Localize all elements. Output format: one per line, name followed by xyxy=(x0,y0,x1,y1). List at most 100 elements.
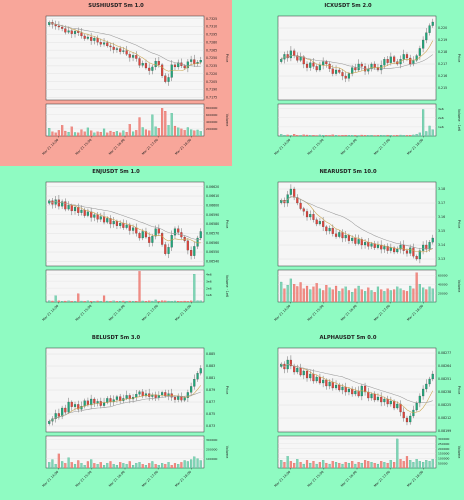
volume-bar xyxy=(70,126,73,137)
candle xyxy=(128,222,131,235)
volume-bar xyxy=(135,300,138,303)
volume-pane xyxy=(45,269,205,303)
volume-bar xyxy=(144,129,148,137)
volume-bar xyxy=(293,284,296,303)
volume-bar xyxy=(305,134,309,137)
volume-bar xyxy=(170,113,173,137)
candle-body-down xyxy=(293,365,296,373)
price-tick-label: 0.220 xyxy=(438,26,447,30)
volume-bar xyxy=(112,300,115,303)
candle xyxy=(115,394,119,403)
candle xyxy=(93,397,96,407)
candle xyxy=(389,52,392,66)
candle-body-down xyxy=(144,63,148,69)
candle-body-up xyxy=(289,50,292,59)
candle xyxy=(296,194,299,206)
candle-body-up xyxy=(115,48,119,50)
candle-body-down xyxy=(312,62,315,67)
candle xyxy=(289,355,292,370)
candle-body-up xyxy=(67,30,70,33)
volume-bar xyxy=(425,131,428,137)
candle-body-down xyxy=(293,50,296,56)
candle-body-down xyxy=(102,216,106,223)
candle-body-up xyxy=(93,214,96,218)
volume-bar xyxy=(112,464,115,469)
price-tick-label: 0.08238 xyxy=(438,390,451,394)
candle-body-down xyxy=(344,386,347,393)
volume-bar xyxy=(57,130,60,137)
volume-bar xyxy=(64,130,67,137)
volume-bar xyxy=(331,289,334,303)
volume-bar xyxy=(312,135,315,137)
candle-body-down xyxy=(373,393,376,401)
price-tick-label: 0.7250 xyxy=(206,56,217,60)
candle-body-down xyxy=(128,224,131,231)
candle xyxy=(61,199,64,209)
volume-bar xyxy=(351,292,354,303)
volume-bar xyxy=(289,278,292,303)
candle xyxy=(309,210,312,221)
candle xyxy=(431,370,434,382)
candle-body-up xyxy=(73,207,77,212)
x-tick-label: Mar 21 17:00 xyxy=(373,470,391,488)
volume-bar xyxy=(161,300,164,303)
candle-body-down xyxy=(193,59,196,64)
chart-title: SUSHIUSDT 5m 1.0 xyxy=(88,3,144,9)
volume-bar xyxy=(183,460,186,469)
volume-bar xyxy=(425,289,428,303)
candle-body-up xyxy=(376,244,380,248)
candle xyxy=(199,228,202,241)
candle-body-down xyxy=(157,61,160,65)
price-tick-label: 3.17 xyxy=(438,201,445,205)
volume-bar xyxy=(67,131,70,137)
candle-body-down xyxy=(64,407,67,413)
candle-body-up xyxy=(328,228,331,232)
price-axis-label: Price xyxy=(457,220,461,230)
price-tick-label: 0.875 xyxy=(206,412,215,416)
price-tick-label: 0.7190 xyxy=(206,88,217,92)
candle xyxy=(393,55,396,64)
volume-bar xyxy=(280,134,283,137)
candle-body-up xyxy=(131,55,135,58)
candle-body-down xyxy=(334,233,338,237)
volume-bar xyxy=(322,135,325,137)
volume-bar xyxy=(64,300,67,303)
candle-body-up xyxy=(61,407,64,417)
candle xyxy=(199,365,202,376)
candle xyxy=(128,52,131,62)
candle xyxy=(415,254,418,261)
x-tick-label: Mar 21 18:00 xyxy=(174,470,192,488)
volume-bar xyxy=(409,135,412,137)
candle-body-up xyxy=(409,247,412,254)
volume-bar xyxy=(386,288,389,303)
price-tick-label: 0.08225 xyxy=(438,403,451,407)
chart-svg: SUSHIUSDT 5m 1.0 0.7325 0.7310 0.7295 0.7280… xyxy=(41,3,229,156)
candle xyxy=(86,33,89,41)
volume-bar xyxy=(293,134,296,137)
volume-axis-label: Volume · 1e6 xyxy=(457,109,461,131)
candle-body-down xyxy=(70,30,73,34)
x-tick-label: Mar 21 15:00 xyxy=(75,138,93,156)
candle xyxy=(177,393,180,403)
candle xyxy=(73,204,77,215)
candle xyxy=(315,64,318,73)
volume-tick-label: 250000 xyxy=(438,442,450,446)
volume-bar xyxy=(151,114,154,137)
candle-body-up xyxy=(370,63,373,69)
x-tick-label: Mar 21 15:00 xyxy=(307,470,325,488)
candle xyxy=(64,404,67,415)
volume-bar xyxy=(367,287,370,303)
candle-body-down xyxy=(305,63,309,68)
candle-body-down xyxy=(177,228,180,233)
price-axis-label: Price xyxy=(225,54,229,64)
candle-body-up xyxy=(383,59,386,66)
x-tick-label: Mar 21 17:00 xyxy=(141,470,159,488)
candle xyxy=(328,61,331,72)
volume-tick-label: 1e6 xyxy=(438,125,444,129)
candle xyxy=(151,233,154,247)
candle xyxy=(173,62,177,71)
volume-bar xyxy=(90,300,93,303)
volume-tick-label: 400000 xyxy=(206,120,218,124)
candle xyxy=(309,59,312,71)
candle xyxy=(190,246,193,260)
